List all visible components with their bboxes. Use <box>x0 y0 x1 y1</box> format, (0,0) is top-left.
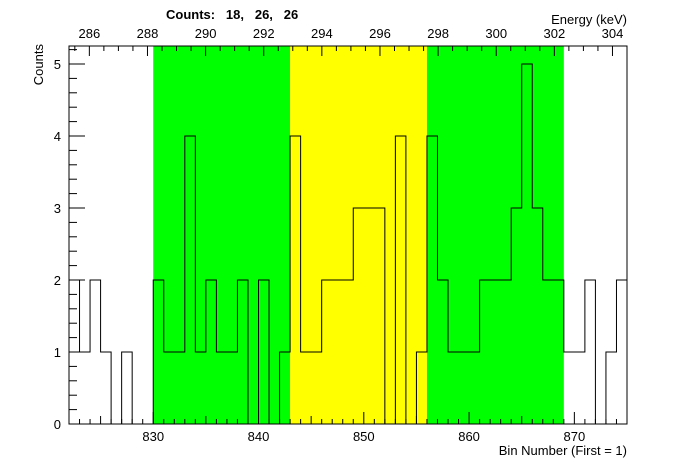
top-tick-label: 296 <box>369 26 391 41</box>
x-tick-label: 830 <box>142 429 164 444</box>
top-tick-label: 288 <box>137 26 159 41</box>
bottom-axis: 830 840 850 860 870 <box>68 412 628 444</box>
y-tick-label: 2 <box>54 273 61 288</box>
region-peak <box>290 46 427 424</box>
x-tick-label: 870 <box>564 429 586 444</box>
top-axis-title: Energy (keV) <box>551 12 627 27</box>
y-tick-label: 1 <box>54 345 61 360</box>
x-tick-label: 850 <box>353 429 375 444</box>
top-tick-label: 300 <box>485 26 507 41</box>
x-tick-label: 860 <box>458 429 480 444</box>
histogram-line <box>69 63 627 425</box>
y-tick-label: 0 <box>54 417 61 432</box>
top-tick-label: 294 <box>311 26 333 41</box>
top-axis: 286 288 290 292 294 296 298 300 302 304 <box>74 26 628 56</box>
top-tick-label: 290 <box>195 26 217 41</box>
y-axis-title: Counts <box>31 44 46 86</box>
chart-title: Counts: 18, 26, 26 <box>166 7 298 22</box>
region-background-right <box>426 46 564 424</box>
y-tick-label: 3 <box>54 201 61 216</box>
top-tick-label: 302 <box>543 26 565 41</box>
y-tick-label: 4 <box>54 129 61 144</box>
x-axis-title: Bin Number (First = 1) <box>499 443 627 458</box>
top-tick-label: 292 <box>253 26 275 41</box>
plot-frame <box>68 45 628 425</box>
regions-layer <box>153 46 564 424</box>
x-tick-label: 840 <box>248 429 270 444</box>
region-background-left <box>153 46 291 424</box>
top-tick-label: 286 <box>78 26 100 41</box>
top-tick-label: 304 <box>602 26 624 41</box>
top-tick-label: 298 <box>427 26 449 41</box>
left-axis: 0 1 2 3 4 5 <box>54 49 85 432</box>
y-tick-label: 5 <box>54 57 61 72</box>
